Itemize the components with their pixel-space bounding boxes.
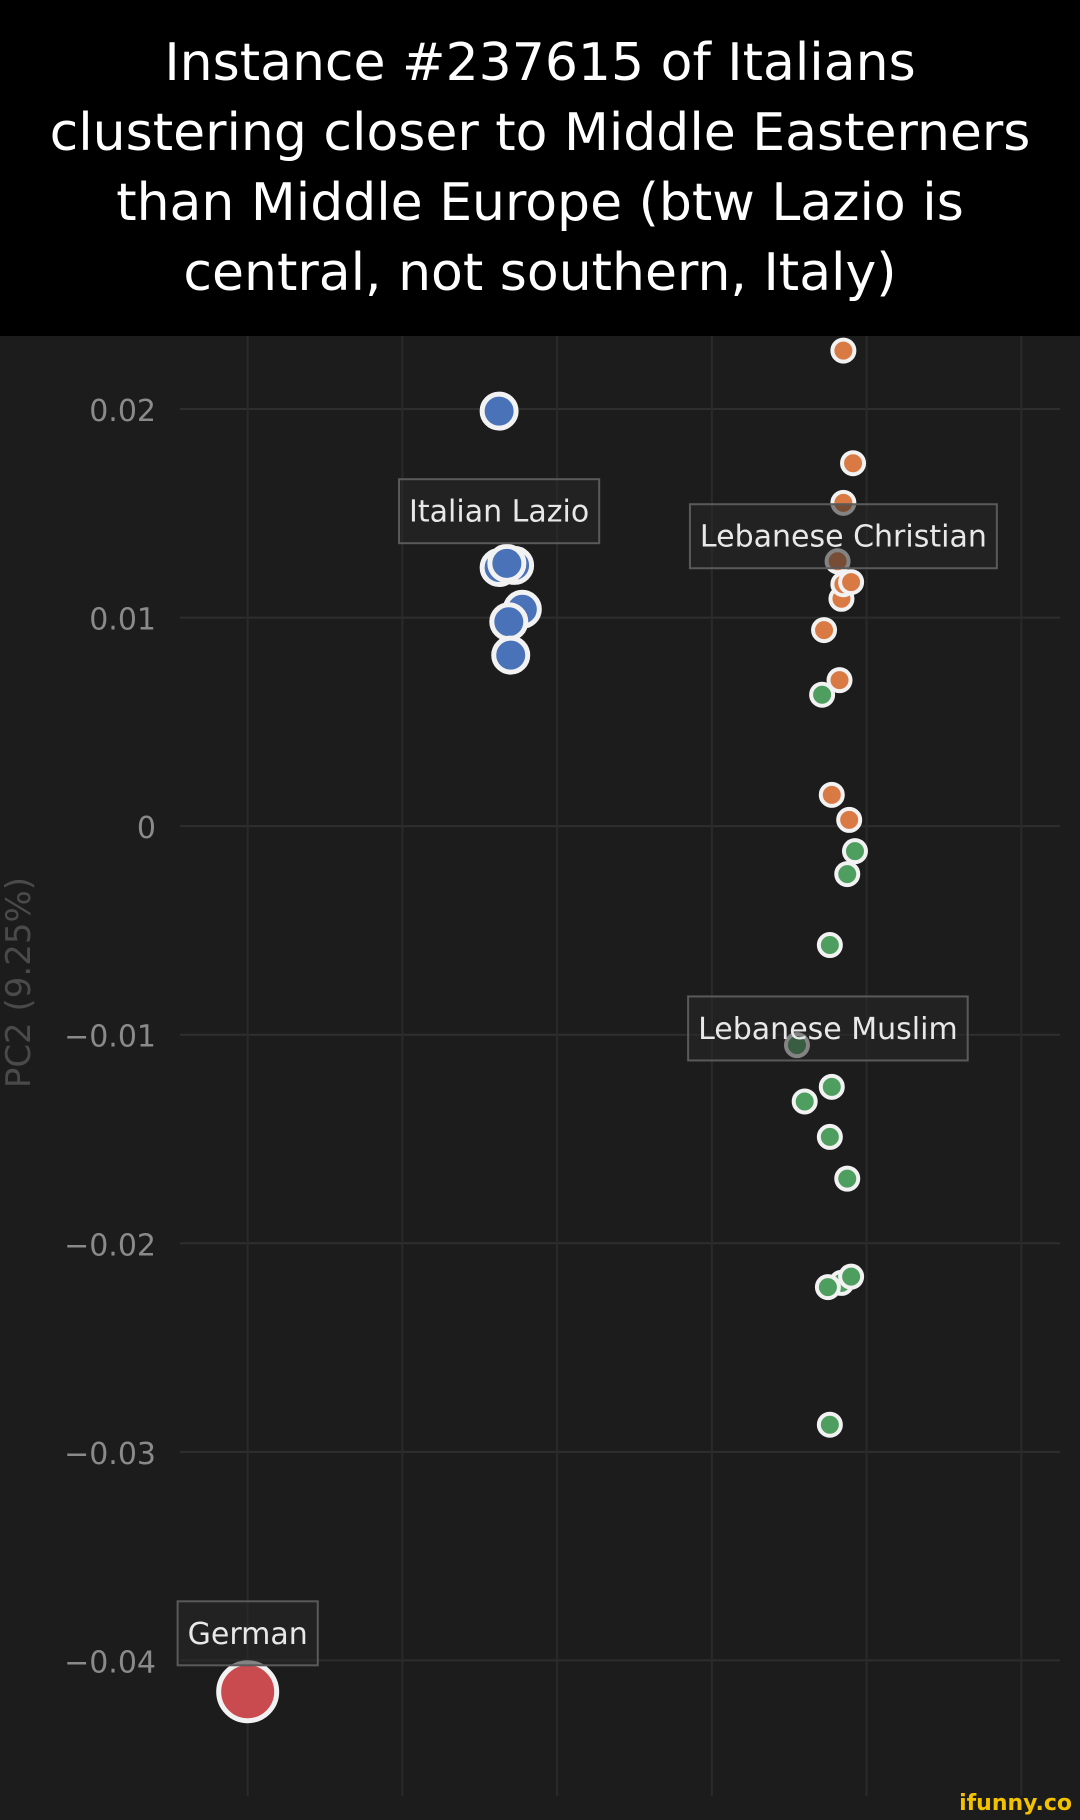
- point-lebanese-muslim-5: [818, 1073, 845, 1100]
- point-lebanese-muslim-0: [809, 681, 836, 708]
- point-italian-lazio-0: [479, 391, 519, 431]
- grid-lines: [180, 336, 1060, 1796]
- ifunny-watermark: ifunny.co: [959, 1791, 1072, 1816]
- point-german-0: [216, 1660, 280, 1724]
- label-german: German: [176, 1600, 319, 1667]
- point-lebanese-christian-1: [840, 450, 867, 477]
- label-lebanese-christian: Lebanese Christian: [688, 503, 998, 570]
- label-box: [687, 995, 969, 1062]
- label-box: [688, 503, 998, 570]
- y-tick-label-5: −0.03: [64, 1437, 156, 1472]
- point-lebanese-christian-7: [811, 617, 838, 644]
- group-labels: Italian Lazio Lebanese Christian Lebanese …: [176, 478, 998, 1667]
- point-lebanese-muslim-8: [834, 1165, 861, 1192]
- point-lebanese-muslim-2: [834, 861, 861, 888]
- y-tick-label-0: 0.02: [89, 394, 156, 429]
- y-tick-label-4: −0.02: [64, 1228, 156, 1263]
- point-lebanese-christian-6: [838, 569, 865, 596]
- point-lebanese-muslim-7: [816, 1123, 843, 1150]
- y-tick-label-6: −0.04: [64, 1645, 156, 1680]
- y-tick-label-3: −0.01: [64, 1020, 156, 1055]
- pca-scatter-plot: 0.02 0.01 0 −0.01 −0.02 −0.03 −0.04 PC2 (9.25%…: [0, 336, 1060, 1796]
- point-lebanese-muslim-12: [816, 1411, 843, 1438]
- point-italian-lazio-5: [489, 602, 529, 642]
- y-axis-label: PC2 (9.25%): [0, 877, 39, 1088]
- label-text: Lebanese Muslim: [698, 1012, 958, 1047]
- point-italian-lazio-3: [487, 543, 527, 583]
- label-text: German: [188, 1617, 308, 1652]
- point-lebanese-christian-0: [830, 337, 857, 364]
- point-lebanese-muslim-6: [791, 1088, 818, 1115]
- label-text: Italian Lazio: [409, 495, 589, 530]
- label-italian-lazio: Italian Lazio: [398, 478, 601, 545]
- y-axis-ticks: 0.02 0.01 0 −0.01 −0.02 −0.03 −0.04: [64, 394, 156, 1680]
- point-lebanese-christian-8: [826, 667, 853, 694]
- data-points: [216, 337, 868, 1724]
- point-lebanese-christian-10: [836, 806, 863, 833]
- point-lebanese-christian-9: [818, 781, 845, 808]
- point-lebanese-muslim-3: [816, 932, 843, 959]
- label-lebanese-muslim: Lebanese Muslim: [687, 995, 969, 1062]
- point-lebanese-muslim-1: [841, 838, 868, 865]
- label-box: [176, 1600, 319, 1667]
- y-tick-label-2: 0: [137, 811, 156, 846]
- label-box: [398, 478, 601, 545]
- label-text: Lebanese Christian: [700, 520, 987, 555]
- meme-caption: Instance #237615 of Italians clustering …: [0, 0, 1080, 336]
- point-lebanese-muslim-10: [814, 1274, 841, 1301]
- point-lebanese-muslim-11: [838, 1263, 865, 1290]
- y-tick-label-1: 0.01: [89, 603, 156, 638]
- point-italian-lazio-6: [491, 635, 531, 675]
